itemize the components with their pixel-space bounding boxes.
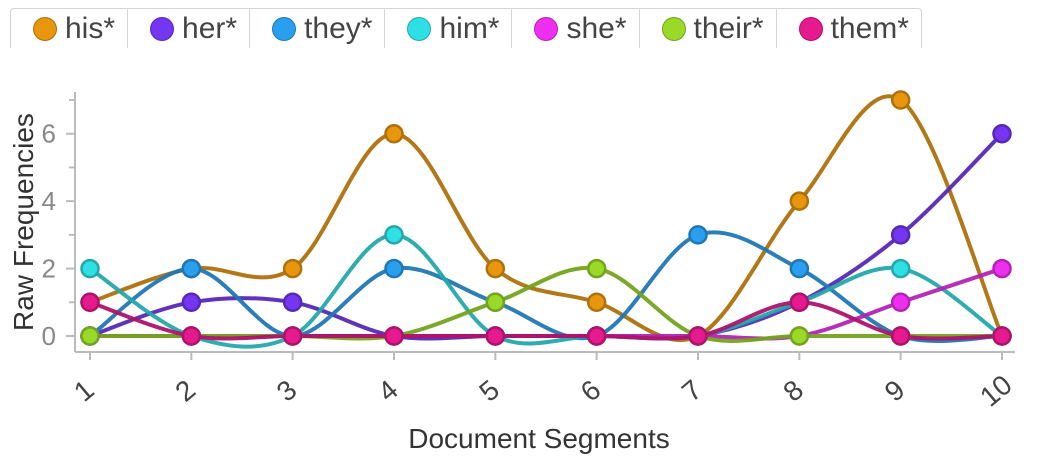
data-point-6-7 bbox=[789, 292, 810, 313]
legend-label: they* bbox=[304, 11, 373, 45]
chart-axes: 0 2 4 6 1 2 3 4 5 6 7 8 9 10 bbox=[42, 92, 1018, 413]
data-point-5-0 bbox=[80, 326, 100, 346]
data-point-1-9 bbox=[992, 123, 1012, 144]
data-point-5-4 bbox=[485, 292, 506, 313]
data-point-1-1 bbox=[181, 292, 202, 313]
data-point-1-8 bbox=[890, 225, 911, 245]
series-lines bbox=[88, 94, 1004, 349]
y-tick-label: 4 bbox=[42, 186, 56, 216]
data-point-5-5 bbox=[586, 258, 607, 279]
data-point-4-9 bbox=[992, 258, 1012, 279]
legend-label: them* bbox=[830, 11, 909, 45]
series-line-3 bbox=[88, 232, 1004, 349]
legend-label: him* bbox=[439, 11, 500, 45]
x-axis-title: Document Segments bbox=[408, 423, 669, 454]
data-point-2-1 bbox=[181, 258, 202, 279]
data-point-6-5 bbox=[586, 326, 607, 346]
data-point-6-8 bbox=[890, 326, 911, 346]
y-tick-label: 6 bbox=[42, 119, 56, 149]
x-tick-label: 2 bbox=[169, 374, 201, 408]
x-tick-label: 9 bbox=[879, 374, 911, 408]
legend-swatch bbox=[661, 16, 686, 41]
series-points bbox=[80, 90, 1012, 346]
data-point-3-3 bbox=[384, 225, 404, 245]
legend-item-2[interactable]: they* bbox=[249, 8, 385, 48]
x-tick-label: 6 bbox=[575, 374, 607, 408]
data-point-3-8 bbox=[890, 258, 911, 279]
x-tick-label: 1 bbox=[68, 374, 100, 408]
x-tick-label: 7 bbox=[676, 374, 708, 408]
legend-label: she* bbox=[566, 11, 627, 45]
x-tick-label: 10 bbox=[974, 369, 1018, 413]
legend-item-6[interactable]: them* bbox=[775, 8, 922, 48]
legend-item-4[interactable]: she* bbox=[511, 8, 639, 48]
data-point-0-4 bbox=[485, 258, 506, 279]
legend-swatch bbox=[798, 16, 823, 41]
data-point-1-2 bbox=[282, 292, 303, 313]
x-tick-label: 3 bbox=[271, 374, 303, 408]
x-tick-label: 4 bbox=[372, 374, 404, 408]
data-point-2-3 bbox=[384, 258, 404, 279]
y-tick-label: 2 bbox=[42, 254, 56, 284]
data-point-6-2 bbox=[282, 326, 303, 346]
data-point-6-9 bbox=[992, 326, 1012, 346]
data-point-2-7 bbox=[789, 258, 810, 279]
data-point-6-4 bbox=[485, 326, 506, 346]
legend-label: their* bbox=[693, 11, 764, 45]
legend-label: her* bbox=[182, 11, 238, 45]
data-point-0-3 bbox=[384, 123, 404, 144]
x-tick-label: 5 bbox=[473, 374, 505, 408]
data-point-6-6 bbox=[688, 326, 708, 346]
y-axis-title: Raw Frequencies bbox=[8, 113, 39, 331]
legend-swatch bbox=[534, 16, 559, 41]
series-line-5 bbox=[88, 265, 1004, 343]
series-line-1 bbox=[88, 131, 1004, 341]
legend-item-0[interactable]: his* bbox=[10, 8, 128, 48]
legend-item-3[interactable]: him* bbox=[384, 8, 512, 48]
data-point-0-8 bbox=[890, 90, 911, 110]
data-point-0-5 bbox=[586, 292, 607, 313]
data-point-4-8 bbox=[890, 292, 911, 313]
x-tick-label: 8 bbox=[777, 374, 809, 408]
series-legend: his* her* they* him* she* their* them* bbox=[10, 8, 922, 48]
data-point-6-0 bbox=[80, 292, 100, 313]
data-point-6-3 bbox=[384, 326, 404, 346]
data-point-5-7 bbox=[789, 326, 810, 346]
data-point-3-0 bbox=[80, 258, 100, 279]
y-tick-label: 0 bbox=[42, 321, 56, 351]
data-point-0-2 bbox=[282, 258, 303, 279]
legend-label: his* bbox=[65, 11, 116, 45]
legend-swatch bbox=[150, 16, 175, 41]
legend-swatch bbox=[407, 16, 432, 41]
legend-item-1[interactable]: her* bbox=[127, 8, 250, 48]
series-line-6 bbox=[88, 300, 1004, 341]
data-point-6-1 bbox=[181, 326, 202, 346]
legend-item-5[interactable]: their* bbox=[638, 8, 776, 48]
series-line-2 bbox=[88, 230, 1004, 343]
legend-swatch bbox=[33, 16, 57, 41]
legend-swatch bbox=[272, 16, 297, 41]
data-point-0-7 bbox=[789, 191, 810, 211]
series-line-0 bbox=[88, 94, 1004, 343]
data-point-2-6 bbox=[688, 225, 708, 245]
